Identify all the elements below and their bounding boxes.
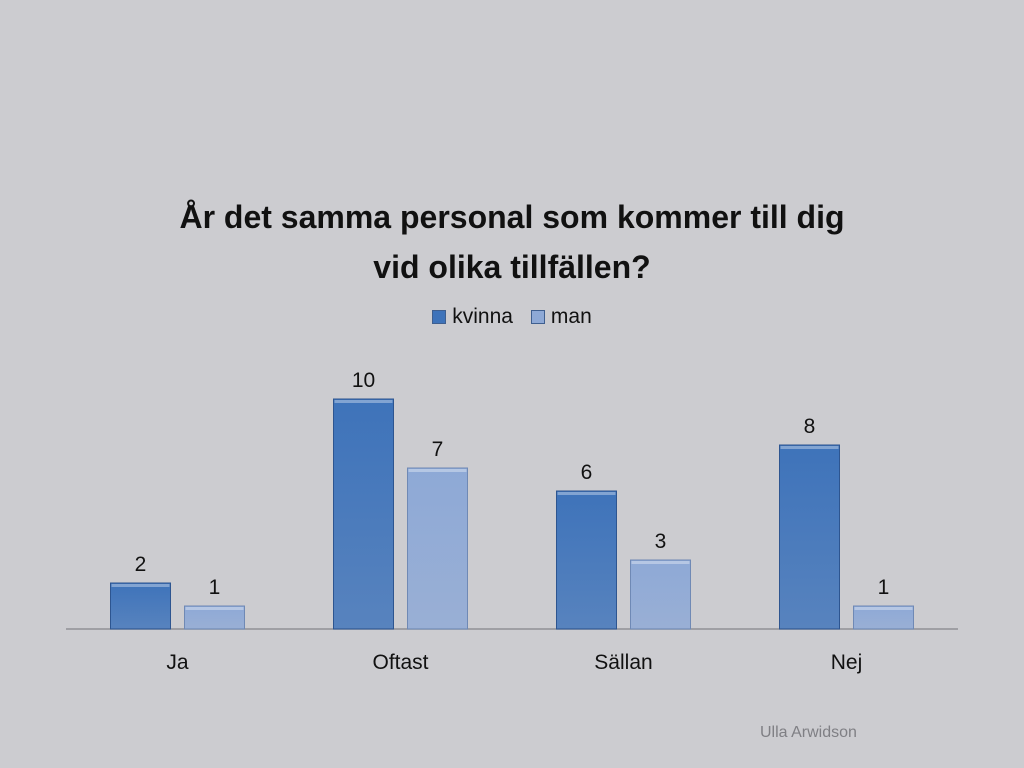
legend-swatch-man	[530, 310, 545, 324]
bar-highlight	[185, 607, 244, 610]
bar-highlight	[557, 492, 616, 495]
chart-title-line-2: vid olika tillfällen?	[373, 249, 651, 285]
bar-man-sällan	[630, 559, 691, 630]
bar-highlight	[854, 607, 913, 610]
bar-man-nej	[853, 605, 914, 630]
x-tick-label-sällan: Sällan	[594, 651, 652, 674]
data-label-man-nej: 1	[878, 576, 890, 599]
bar-man-ja	[184, 605, 245, 630]
author-watermark: Ulla Arwidson	[760, 724, 857, 741]
bar-kvinna-nej	[779, 444, 840, 630]
data-label-kvinna-oftast: 10	[352, 369, 375, 392]
bar-kvinna-ja	[110, 582, 171, 630]
legend-swatch-kvinna	[432, 310, 447, 324]
bar-man-oftast	[407, 467, 468, 630]
data-label-man-ja: 1	[209, 576, 221, 599]
data-label-kvinna-nej: 8	[804, 415, 816, 438]
legend-label-kvinna: kvinna	[452, 305, 513, 328]
bar-highlight	[631, 561, 690, 564]
chart-title: År det samma personal som kommer till di…	[0, 192, 1024, 292]
chart-title-line-1: År det samma personal som kommer till di…	[179, 199, 845, 235]
data-label-kvinna-ja: 2	[135, 553, 147, 576]
legend-item-man: man	[530, 305, 592, 329]
x-tick-label-ja: Ja	[166, 651, 189, 674]
bar-highlight	[334, 400, 393, 403]
legend-item-kvinna: kvinna	[432, 305, 513, 329]
x-tick-label-nej: Nej	[831, 651, 863, 674]
bar-highlight	[408, 469, 467, 472]
x-tick-label-oftast: Oftast	[372, 651, 428, 674]
data-label-man-oftast: 7	[432, 438, 444, 461]
data-label-kvinna-sällan: 6	[581, 461, 593, 484]
bar-kvinna-oftast	[333, 398, 394, 630]
bar-highlight	[111, 584, 170, 587]
bar-kvinna-sällan	[556, 490, 617, 630]
bar-highlight	[780, 446, 839, 449]
data-label-man-sällan: 3	[655, 530, 667, 553]
chart-legend: kvinna man	[0, 305, 1024, 329]
legend-label-man: man	[550, 305, 592, 328]
